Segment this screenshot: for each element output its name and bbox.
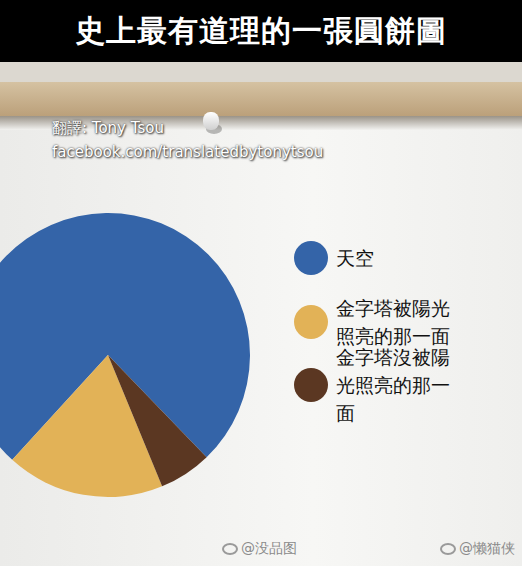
pie [0, 213, 250, 497]
legend-text: 金字塔沒被陽光照亮的那一面 [336, 343, 458, 427]
watermark: @没品图 [241, 540, 297, 558]
legend-label: 金字塔沒被陽光照亮的那一面 [336, 356, 458, 414]
pushpin [203, 112, 219, 130]
watermark: @懒猫侠 [459, 540, 515, 558]
legend-text: 天空 [336, 244, 374, 272]
legend-marker [294, 368, 328, 402]
legend-label: 天空 [336, 229, 458, 287]
legend-marker [294, 241, 328, 275]
legend-label: 金字塔被陽光照亮的那一面 [336, 293, 458, 351]
wall-strip [0, 62, 522, 82]
header-title: 史上最有道理的一張圓餅圖 [75, 11, 447, 52]
watermark-icon [222, 543, 238, 555]
credit-url: facebook.com/translatedbytonytsou [52, 143, 323, 161]
legend-marker [294, 305, 328, 339]
chart [0, 0, 522, 566]
credit-translator: 翻譯: Tony Tsou [52, 119, 164, 138]
ledge [0, 82, 522, 116]
slice [108, 355, 207, 486]
header-bar: 史上最有道理的一張圓餅圖 [0, 0, 522, 62]
legend-text: 金字塔被陽光照亮的那一面 [336, 294, 458, 350]
watermark-icon [440, 543, 456, 555]
